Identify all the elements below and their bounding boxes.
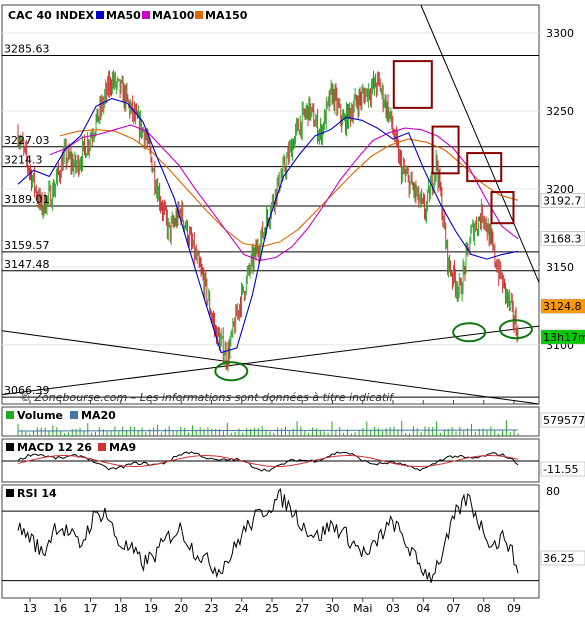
highlight-box-3 (466, 152, 503, 183)
macd-value: -11.55 (543, 463, 578, 476)
value-badge-2: 3168.3 (543, 232, 582, 245)
rsi-line (17, 488, 519, 583)
x-tick-label-30: 30 (326, 602, 340, 615)
rsi-tick-80: 80 (546, 485, 560, 498)
x-tick-label-17: 17 (84, 602, 98, 615)
volume-ma-label: MA20 (81, 409, 116, 422)
value-badge-1: 3192.7 (543, 194, 582, 207)
legend-swatch-ma150 (195, 11, 203, 19)
rsi-layer (2, 488, 539, 583)
x-tick-label-04: 04 (416, 602, 430, 615)
moving-average-layer (17, 97, 519, 354)
rsi-title: RSI 14 (17, 487, 57, 500)
price-panel (1, 4, 540, 405)
x-tick-label-07: 07 (447, 602, 461, 615)
x-tick-label-13: 13 (23, 602, 37, 615)
x-tick-label-18: 18 (114, 602, 128, 615)
macd-line (17, 451, 519, 472)
trendline-layer (1, 4, 540, 405)
disclaimer-watermark: © Zonebourse.com – Les informations sont… (20, 391, 395, 404)
x-tick-label-27: 27 (295, 602, 309, 615)
macd-signal-label: MA9 (109, 441, 136, 454)
macd-value-box (540, 461, 585, 477)
volume-layer (17, 420, 519, 436)
legend-label-ma150: MA150 (205, 9, 248, 22)
x-tick-label-24: 24 (235, 602, 249, 615)
value-badge-box-4 (540, 329, 585, 345)
x-tick-label-20: 20 (174, 602, 188, 615)
volume-ma-swatch (70, 411, 78, 419)
rsi-swatch (6, 489, 14, 497)
macd-signal-line (17, 455, 519, 467)
level-label-3227.03: 3227.03 (4, 134, 50, 147)
x-tick-label-08: 08 (477, 602, 491, 615)
volume-title: Volume (17, 409, 63, 422)
volume-value: 5795775 (543, 414, 585, 427)
value-badge-3: 3124.8 (543, 300, 582, 313)
macd-signal-swatch (98, 443, 106, 451)
value-badge-box-1 (540, 193, 585, 208)
legend-swatch-ma100 (142, 11, 150, 19)
level-label-3285.63: 3285.63 (4, 42, 50, 55)
x-tick-label-09: 09 (507, 602, 521, 615)
y-tick-label-3300: 3300 (546, 27, 574, 40)
rsi-value: 36.25 (543, 552, 575, 565)
x-tick-label-19: 19 (144, 602, 158, 615)
highlight-box-4 (490, 191, 515, 225)
x-tick-label-23: 23 (205, 602, 219, 615)
level-label-3189.01: 3189.01 (4, 193, 50, 206)
ma150-line (59, 129, 519, 248)
value-badge-box-3 (540, 298, 585, 314)
highlight-ellipse-3 (498, 319, 533, 340)
volume-swatch (6, 411, 14, 419)
level-label-3159.57: 3159.57 (4, 239, 50, 252)
volume-ma20-line (17, 429, 519, 432)
highlight-ellipse-1 (214, 361, 249, 382)
y-tick-label-3250: 3250 (546, 105, 574, 118)
x-tick-label-Mai: Mai (353, 602, 372, 615)
rsi-panel (1, 484, 540, 599)
ma50-line (17, 97, 519, 354)
highlight-box-1 (392, 60, 433, 109)
trendline-support (1, 325, 540, 396)
highlight-box-2 (431, 125, 460, 175)
macd-swatch (6, 443, 14, 451)
rsi-value-box (540, 550, 585, 566)
legend-swatch-ma50 (96, 11, 104, 19)
level-label-3214.3: 3214.3 (4, 154, 43, 167)
value-badge-box-2 (540, 231, 585, 246)
ma100-line (49, 124, 519, 262)
legend-label-ma100: MA100 (152, 9, 195, 22)
level-label-3066.39: 3066.39 (4, 384, 50, 397)
y-tick-label-3150: 3150 (546, 261, 574, 274)
trendline-lower (1, 330, 540, 405)
x-tick-label-16: 16 (53, 602, 67, 615)
price-panel-title: CAC 40 INDEX (8, 9, 95, 22)
x-tick-label-03: 03 (386, 602, 400, 615)
volume-value-box (540, 412, 585, 428)
legend-label-ma50: MA50 (106, 9, 141, 22)
y-tick-label-3200: 3200 (546, 183, 574, 196)
highlight-ellipse-2 (452, 322, 487, 343)
value-badge-4: 13h17m (543, 331, 585, 344)
macd-layer (2, 451, 539, 472)
level-label-3147.48: 3147.48 (4, 258, 50, 271)
x-tick-label-25: 25 (265, 602, 279, 615)
macd-title: MACD 12 26 (17, 441, 92, 454)
annotation-layer (214, 60, 533, 382)
trendline-resistance (420, 4, 540, 283)
